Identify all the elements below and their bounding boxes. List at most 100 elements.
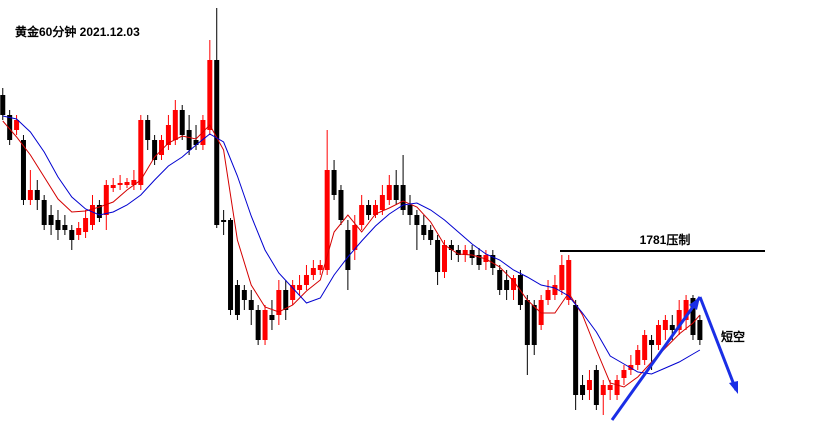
candle-body	[414, 215, 420, 225]
candle-body	[400, 185, 406, 210]
candle-body	[7, 115, 13, 140]
candle-body	[352, 225, 358, 250]
candle-body	[407, 205, 413, 215]
candle-body	[607, 385, 613, 390]
candle-body	[117, 183, 123, 185]
candle-body	[62, 225, 68, 230]
candle-body	[476, 255, 482, 265]
ma-line	[2, 115, 701, 375]
arrow-head	[689, 297, 700, 310]
candle-body	[552, 285, 558, 295]
candle-body	[41, 200, 47, 225]
candle-body	[172, 110, 178, 140]
candle-body	[690, 298, 696, 335]
candle-body	[428, 230, 434, 240]
candle-body	[573, 305, 579, 395]
candle-body	[338, 190, 344, 220]
candle-body	[462, 250, 468, 255]
candle-body	[0, 95, 6, 115]
candle-body	[662, 320, 668, 330]
candle-body	[490, 255, 496, 268]
candle-body	[310, 268, 316, 275]
candle-body	[366, 205, 372, 215]
candle-body	[103, 185, 109, 215]
candle-body	[159, 140, 165, 155]
candle-body	[317, 265, 323, 270]
candle-body	[345, 230, 351, 270]
candle-body	[455, 250, 461, 255]
candle-body	[283, 290, 289, 310]
candle-body	[89, 205, 95, 225]
candle-body	[586, 380, 592, 390]
candle-body	[649, 340, 655, 345]
arrow-down	[698, 296, 738, 391]
candle-body	[228, 220, 234, 310]
candle-body	[580, 385, 586, 395]
candle-body	[372, 205, 378, 215]
candle-body	[83, 218, 89, 232]
candle-body	[614, 380, 620, 395]
annotation: 短空	[721, 329, 745, 344]
candle-body	[76, 228, 82, 235]
candle-body	[69, 230, 75, 240]
candle-body	[131, 180, 137, 185]
candle-body	[393, 185, 399, 200]
candle-body	[269, 315, 275, 320]
candle-body	[676, 310, 682, 330]
candle-body	[642, 335, 648, 360]
candle-body	[655, 325, 661, 345]
candle-body	[290, 285, 296, 300]
candle-body	[442, 245, 448, 272]
candle-body	[669, 325, 675, 330]
candle-body	[331, 170, 337, 195]
ma-line	[2, 120, 701, 388]
candle-body	[545, 290, 551, 300]
candle-body	[303, 275, 309, 285]
candle-body	[448, 245, 454, 250]
candle-body	[96, 205, 102, 218]
candle-body	[14, 120, 20, 130]
candle-body	[124, 182, 130, 185]
candle-body	[55, 220, 61, 230]
candle-body	[241, 290, 247, 300]
candle-body	[621, 370, 627, 378]
candle-body	[48, 215, 54, 225]
candle-body	[297, 285, 303, 290]
arrow-head	[729, 381, 738, 394]
candle-body	[566, 260, 572, 300]
candle-body	[324, 170, 330, 270]
candle-body	[152, 140, 158, 160]
candle-body	[214, 60, 220, 225]
candle-body	[379, 195, 385, 210]
candle-body	[165, 125, 171, 145]
candle-body	[276, 290, 282, 315]
candle-body	[683, 300, 689, 320]
candle-body	[435, 240, 441, 272]
candle-body	[524, 300, 530, 345]
chart-title: 黄金60分钟 2021.12.03	[15, 24, 140, 39]
candle-body	[469, 250, 475, 258]
candle-body	[697, 320, 703, 340]
candle-body	[511, 278, 517, 290]
candle-body	[593, 370, 599, 405]
candle-body	[359, 205, 365, 225]
candle-body	[531, 305, 537, 345]
candle-body	[221, 220, 227, 222]
candle-body	[234, 285, 240, 315]
candle-body	[207, 60, 213, 130]
trend-arrows	[610, 296, 738, 421]
candle-body	[504, 280, 510, 290]
candle-body	[497, 270, 503, 290]
candle-body	[559, 265, 565, 290]
candle-body	[110, 185, 116, 188]
candle-body	[20, 140, 26, 200]
candle-body	[255, 310, 261, 340]
candle-body	[635, 350, 641, 365]
candle-body	[179, 110, 185, 135]
annotation: 1781压制	[640, 232, 691, 247]
candle-body	[386, 185, 392, 200]
candle-body	[262, 310, 268, 340]
candle-body	[27, 190, 33, 200]
